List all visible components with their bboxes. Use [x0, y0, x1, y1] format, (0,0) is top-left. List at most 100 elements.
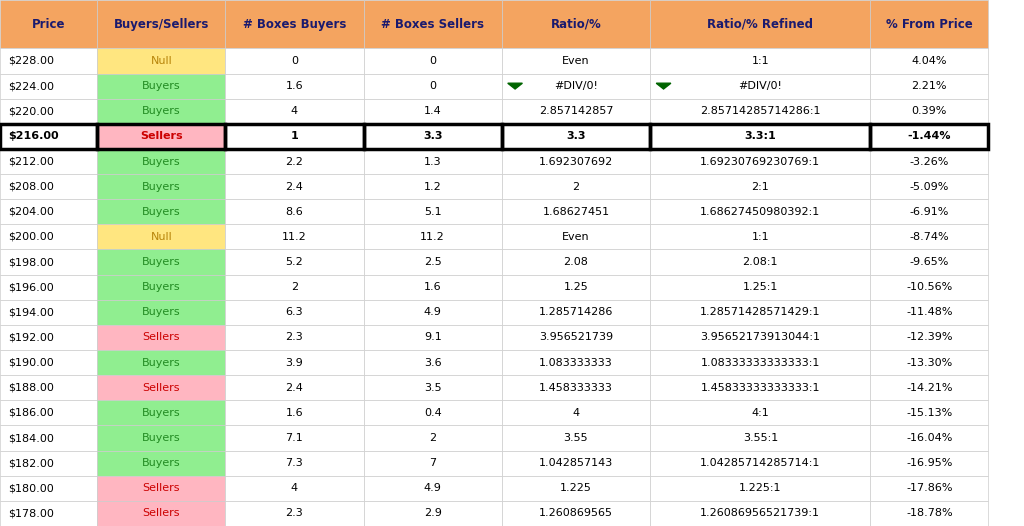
- Bar: [502, 275, 650, 300]
- Text: Buyers/Sellers: Buyers/Sellers: [114, 18, 209, 31]
- Bar: [97, 124, 225, 149]
- Bar: [502, 149, 650, 174]
- Text: 1.28571428571429:1: 1.28571428571429:1: [700, 307, 820, 317]
- Bar: [364, 174, 502, 199]
- Bar: [97, 375, 225, 400]
- Bar: [0, 149, 97, 174]
- Text: 7: 7: [429, 458, 436, 468]
- Bar: [0, 99, 97, 124]
- Bar: [0, 350, 97, 375]
- Text: $198.00: $198.00: [8, 257, 54, 267]
- Bar: [225, 300, 364, 325]
- Bar: [97, 48, 225, 74]
- Bar: [870, 99, 988, 124]
- Text: $204.00: $204.00: [8, 207, 54, 217]
- Bar: [97, 400, 225, 426]
- Bar: [97, 275, 225, 300]
- Text: 0.4: 0.4: [424, 408, 441, 418]
- Bar: [650, 426, 870, 451]
- Text: -13.30%: -13.30%: [906, 358, 952, 368]
- Text: Even: Even: [562, 232, 590, 242]
- Text: 2.9: 2.9: [424, 509, 441, 519]
- Polygon shape: [656, 83, 671, 89]
- Text: Sellers: Sellers: [140, 132, 182, 141]
- Bar: [364, 275, 502, 300]
- Text: 2.5: 2.5: [424, 257, 441, 267]
- Text: 3.3:1: 3.3:1: [744, 132, 776, 141]
- Text: Buyers: Buyers: [142, 458, 180, 468]
- Text: 1.69230769230769:1: 1.69230769230769:1: [700, 157, 820, 167]
- Bar: [502, 0, 650, 48]
- Text: 1:1: 1:1: [752, 232, 769, 242]
- Text: 3.6: 3.6: [424, 358, 441, 368]
- Bar: [0, 426, 97, 451]
- Text: 4.9: 4.9: [424, 307, 441, 317]
- Text: -1.44%: -1.44%: [907, 132, 951, 141]
- Text: 2.4: 2.4: [286, 383, 303, 393]
- Bar: [650, 400, 870, 426]
- Text: 2.08:1: 2.08:1: [742, 257, 778, 267]
- Bar: [225, 124, 364, 149]
- Text: 1.08333333333333:1: 1.08333333333333:1: [700, 358, 820, 368]
- Bar: [502, 451, 650, 476]
- Bar: [502, 249, 650, 275]
- Text: -16.04%: -16.04%: [906, 433, 952, 443]
- Text: 3.95652173913044:1: 3.95652173913044:1: [700, 332, 820, 342]
- Bar: [650, 476, 870, 501]
- Bar: [225, 149, 364, 174]
- Bar: [97, 174, 225, 199]
- Text: 9.1: 9.1: [424, 332, 441, 342]
- Bar: [225, 476, 364, 501]
- Text: 1.25: 1.25: [563, 282, 589, 292]
- Text: $188.00: $188.00: [8, 383, 54, 393]
- Text: 1.260869565: 1.260869565: [539, 509, 613, 519]
- Polygon shape: [508, 83, 522, 89]
- Text: $216.00: $216.00: [8, 132, 58, 141]
- Bar: [650, 249, 870, 275]
- Bar: [364, 0, 502, 48]
- Bar: [97, 451, 225, 476]
- Bar: [870, 199, 988, 225]
- Bar: [225, 199, 364, 225]
- Bar: [97, 350, 225, 375]
- Text: Even: Even: [562, 56, 590, 66]
- Bar: [364, 300, 502, 325]
- Text: # Boxes Buyers: # Boxes Buyers: [243, 18, 346, 31]
- Text: 5.1: 5.1: [424, 207, 441, 217]
- Bar: [0, 174, 97, 199]
- Bar: [97, 149, 225, 174]
- Bar: [502, 48, 650, 74]
- Text: 1.3: 1.3: [424, 157, 441, 167]
- Bar: [502, 199, 650, 225]
- Text: $182.00: $182.00: [8, 458, 54, 468]
- Text: 2.3: 2.3: [286, 509, 303, 519]
- Text: 1.6: 1.6: [286, 408, 303, 418]
- Bar: [225, 350, 364, 375]
- Bar: [364, 74, 502, 99]
- Bar: [225, 325, 364, 350]
- Bar: [97, 199, 225, 225]
- Bar: [225, 400, 364, 426]
- Bar: [870, 48, 988, 74]
- Bar: [870, 501, 988, 526]
- Bar: [225, 0, 364, 48]
- Bar: [650, 451, 870, 476]
- Text: $194.00: $194.00: [8, 307, 54, 317]
- Bar: [364, 476, 502, 501]
- Bar: [225, 99, 364, 124]
- Bar: [502, 375, 650, 400]
- Bar: [870, 249, 988, 275]
- Text: 3.9: 3.9: [286, 358, 303, 368]
- Text: Buyers: Buyers: [142, 282, 180, 292]
- Text: Null: Null: [151, 56, 172, 66]
- Bar: [364, 400, 502, 426]
- Text: 1.4: 1.4: [424, 106, 441, 116]
- Bar: [364, 426, 502, 451]
- Text: 2: 2: [572, 181, 580, 191]
- Text: Sellers: Sellers: [142, 483, 180, 493]
- Bar: [870, 476, 988, 501]
- Text: 1.2: 1.2: [424, 181, 441, 191]
- Bar: [650, 149, 870, 174]
- Text: -9.65%: -9.65%: [909, 257, 949, 267]
- Bar: [364, 249, 502, 275]
